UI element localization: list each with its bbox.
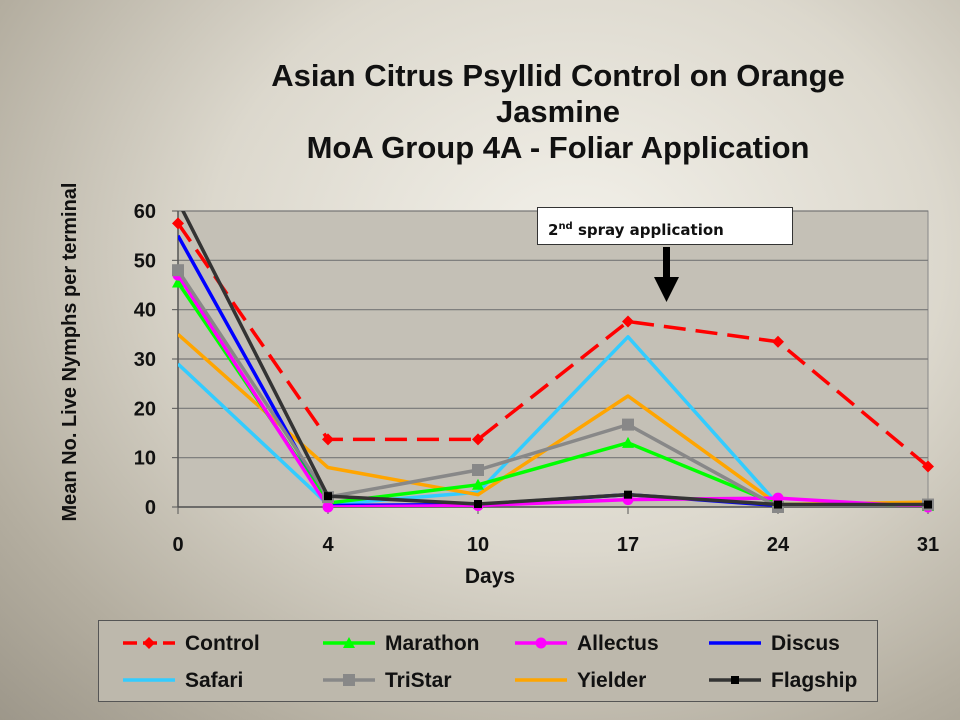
annotation-superscript: nd [558,221,573,232]
grid-lines [177,210,928,508]
legend-label: Discus [771,632,840,655]
series-line-allectus [178,274,928,507]
point-tristar [622,418,634,431]
y-axis-ticks: 0 10 20 30 40 50 60 [134,201,178,519]
chart-title-line-3: MoA Group 4A - Foliar Application [306,130,810,165]
legend-swatch-control [123,637,175,649]
legend-swatch-allectus [515,637,567,649]
point-flagship [624,490,632,499]
x-axis-label: Days [464,565,516,588]
legend-marker-flagship [731,676,739,684]
x-tick-label: 24 [767,534,790,556]
x-tick-label: 0 [172,534,183,556]
legend-swatch-marathon [323,637,375,648]
legend-label: Allectus [577,632,659,655]
legend-item-safari: Safari [119,666,299,694]
series-tristar [178,269,928,507]
legend-item-flagship: Flagship [705,666,885,694]
legend-swatch-flagship [709,676,761,684]
legend-marker-allectus [535,637,547,649]
legend-item-yielder: Yielder [511,666,691,694]
chart-title-line-1: Asian Citrus Psyllid Control on Orange [271,58,845,93]
chart-legend: Control Marathon Allectus Discus Safari TriSt… [98,620,878,702]
point-control [472,433,484,446]
y-tick-label: 10 [134,448,156,470]
legend-swatch-safari [123,678,175,682]
point-tristar [472,464,484,476]
series-group [172,211,934,513]
point-control [772,335,784,348]
series-markers-flagship [324,490,932,509]
legend-item-control: Control [119,629,299,657]
legend-label: Safari [185,669,244,692]
y-tick-label: 20 [134,398,156,420]
spray-arrow-icon [654,247,679,302]
legend-label: Flagship [771,669,858,692]
chart-title-line-2: Jasmine [495,94,621,129]
point-allectus [322,501,334,513]
point-marathon [472,478,484,490]
legend-item-allectus: Allectus [511,629,691,657]
point-flagship [924,500,932,509]
point-flagship [324,492,332,501]
y-axis-label: Mean No. Live Nymphs per terminal [59,182,81,522]
legend-label: Marathon [385,632,480,655]
series-control [178,222,928,468]
annotation-text: spray application [572,221,724,239]
point-flagship [774,500,782,509]
spray-annotation: 2nd spray application [537,207,793,245]
legend-swatch-discus [709,641,761,645]
legend-label: Control [185,632,260,655]
legend-marker-tristar [343,674,355,686]
legend-swatch-yielder [515,678,567,682]
y-tick-label: 0 [145,497,156,519]
legend-marker-control [143,637,155,649]
y-tick-label: 60 [134,201,156,223]
y-tick-label: 40 [134,300,156,322]
series-line-control [178,222,928,468]
legend-swatch-tristar [323,674,375,686]
legend-label: TriStar [385,669,452,692]
legend-marker-marathon [343,637,355,648]
point-flagship [474,500,482,509]
legend-item-discus: Discus [705,629,885,657]
x-tick-label: 17 [617,534,639,556]
point-control [322,433,334,446]
series-line-tristar [178,269,928,507]
point-marathon [622,436,634,448]
x-tick-label: 10 [467,534,489,556]
legend-item-tristar: TriStar [319,666,499,694]
series-flagship [181,211,928,507]
point-control [922,460,934,473]
point-control [172,217,184,230]
y-tick-label: 50 [134,250,156,272]
x-tick-label: 4 [322,534,334,556]
point-tristar [172,264,184,277]
y-tick-label: 30 [134,349,156,371]
x-tick-label: 31 [917,534,939,556]
series-allectus [178,274,928,507]
annotation-number: 2 [548,221,559,239]
legend-label: Yielder [577,669,647,692]
point-marathon [172,276,184,288]
chart-title: Asian Citrus Psyllid Control on Orange J… [200,58,916,166]
x-axis-ticks: 0 4 10 17 24 31 [172,507,939,556]
series-markers-control [172,217,934,473]
series-line-flagship [181,211,928,507]
legend-item-marathon: Marathon [319,629,499,657]
point-control [622,315,634,328]
